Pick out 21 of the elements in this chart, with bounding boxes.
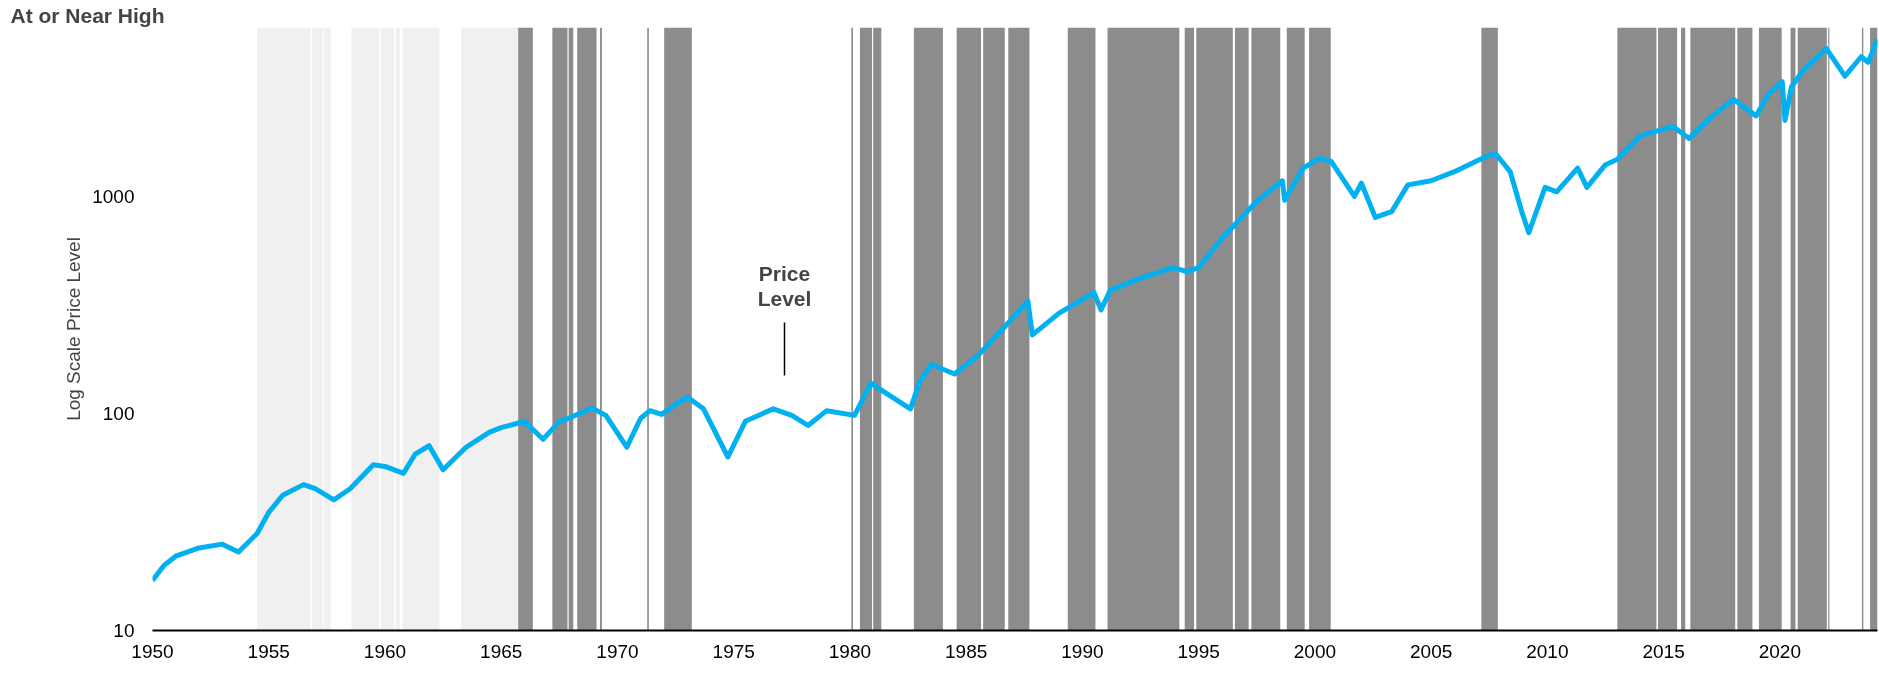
- x-tick-label: 1985: [945, 640, 988, 662]
- x-tick-label: 2015: [1642, 640, 1685, 662]
- y-tick-label: 1000: [92, 185, 135, 207]
- annotation: Price Level: [757, 262, 812, 311]
- x-tick-label: 2010: [1526, 640, 1569, 662]
- y-axis-title: Log Scale Price Level: [63, 237, 85, 421]
- x-tick-label: 2000: [1293, 640, 1337, 662]
- y-tick-label: 100: [102, 402, 135, 424]
- x-tick-label: 2020: [1758, 640, 1802, 662]
- x-tick-label: 1975: [712, 640, 755, 662]
- x-tick-label: 2005: [1410, 640, 1453, 662]
- x-tick-label: 1990: [1061, 640, 1104, 662]
- x-tick-label: 1980: [828, 640, 872, 662]
- x-tick-label: 1995: [1177, 640, 1220, 662]
- x-tick-label: 1965: [480, 640, 523, 662]
- text: At or Near High: [10, 3, 165, 27]
- x-tick-label: 1950: [131, 640, 174, 662]
- x-tick-label: 1970: [596, 640, 639, 662]
- x-tick-label: 1955: [247, 640, 290, 662]
- x-tick-label: 1960: [363, 640, 407, 662]
- y-tick-label: 10: [113, 620, 135, 641]
